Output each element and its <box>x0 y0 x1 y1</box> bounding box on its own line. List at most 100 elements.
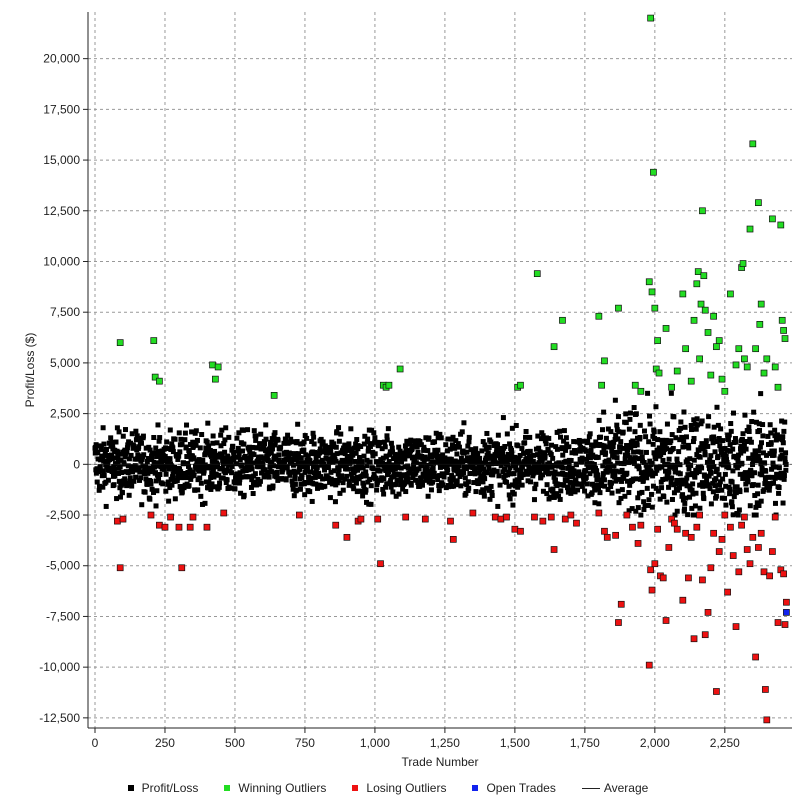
profit-loss-point <box>341 446 347 452</box>
profit-loss-point <box>241 492 247 498</box>
profit-loss-point <box>223 425 229 431</box>
profit-loss-point <box>388 478 394 484</box>
profit-loss-point <box>544 491 550 497</box>
profit-loss-point <box>385 426 391 432</box>
profit-loss-point <box>560 465 566 471</box>
profit-loss-point <box>423 474 429 480</box>
profit-loss-point <box>328 476 334 482</box>
profit-loss-point <box>262 441 268 447</box>
profit-loss-point <box>352 458 358 464</box>
winning-outlier-point <box>780 327 787 334</box>
winning-outlier-point <box>696 355 703 363</box>
profit-loss-point <box>735 455 741 461</box>
profit-loss-point <box>280 467 286 473</box>
profit-loss-point <box>667 464 673 470</box>
profit-loss-point <box>693 490 699 496</box>
profit-loss-point <box>389 445 395 451</box>
profit-loss-point <box>677 471 683 477</box>
profit-loss-point <box>210 433 216 439</box>
profit-loss-point <box>213 471 219 477</box>
profit-loss-point <box>382 444 388 450</box>
profit-loss-point <box>318 436 324 442</box>
profit-loss-point <box>611 463 617 469</box>
profit-loss-point <box>673 465 679 471</box>
profit-loss-point <box>359 459 365 465</box>
profit-loss-point <box>247 474 253 480</box>
profit-loss-point <box>333 458 339 464</box>
profit-loss-point <box>420 482 426 488</box>
profit-loss-point <box>182 437 188 443</box>
profit-loss-point <box>482 442 488 448</box>
profit-loss-point <box>770 460 776 466</box>
profit-loss-point <box>313 456 319 462</box>
profit-loss-point <box>371 430 377 436</box>
profit-loss-point <box>400 486 406 492</box>
losing-outlier-point <box>561 515 569 523</box>
profit-loss-point <box>124 449 130 455</box>
profit-loss-point <box>488 453 494 459</box>
profit-loss-point <box>281 440 287 446</box>
profit-loss-point <box>659 464 665 470</box>
profit-loss-point <box>184 422 190 428</box>
profit-loss-point <box>296 451 302 457</box>
profit-loss-point <box>479 448 485 454</box>
profit-loss-point <box>313 467 319 473</box>
profit-loss-point <box>495 503 501 509</box>
profit-loss-point <box>270 483 276 489</box>
profit-loss-point <box>384 437 390 443</box>
profit-loss-point <box>421 444 427 450</box>
profit-loss-point <box>643 434 649 440</box>
profit-loss-point <box>624 450 630 456</box>
profit-loss-point <box>630 438 636 444</box>
profit-loss-point <box>107 457 113 463</box>
profit-loss-point <box>714 404 720 410</box>
profit-loss-point <box>721 461 727 467</box>
profit-loss-point <box>720 476 726 482</box>
profit-loss-point <box>103 503 109 509</box>
profit-loss-point <box>217 480 223 486</box>
profit-loss-point <box>362 433 368 439</box>
profit-loss-point <box>678 425 684 431</box>
profit-loss-point <box>417 483 423 489</box>
profit-loss-point <box>730 446 736 452</box>
profit-loss-point <box>392 463 398 469</box>
profit-loss-point <box>605 462 611 468</box>
y-tick-label: -5,000 <box>46 559 80 573</box>
profit-loss-point <box>155 451 161 457</box>
profit-loss-point <box>313 459 319 465</box>
profit-loss-point <box>524 471 530 477</box>
profit-loss-point <box>274 469 280 475</box>
profit-loss-point <box>334 451 340 457</box>
profit-loss-point <box>669 475 675 481</box>
profit-loss-point <box>193 428 199 434</box>
profit-loss-point <box>500 459 506 465</box>
profit-loss-point <box>235 445 241 451</box>
profit-loss-point <box>727 491 733 497</box>
profit-loss-point <box>403 489 409 495</box>
profit-loss-point <box>532 486 538 492</box>
profit-loss-point <box>647 421 653 427</box>
profit-loss-point <box>767 422 773 428</box>
profit-loss-point <box>115 449 121 455</box>
profit-loss-point <box>390 449 396 455</box>
x-tick-label: 0 <box>92 736 99 750</box>
profit-loss-point <box>337 490 343 496</box>
losing-outlier-point <box>511 525 519 533</box>
profit-loss-point <box>765 433 771 439</box>
profit-loss-point <box>298 481 304 487</box>
profit-loss-point <box>306 480 312 486</box>
profit-loss-point <box>299 460 305 466</box>
profit-loss-point <box>137 469 143 475</box>
profit-loss-point <box>540 433 546 439</box>
profit-loss-point <box>294 456 300 462</box>
profit-loss-point <box>750 482 756 488</box>
profit-loss-point <box>542 450 548 456</box>
profit-loss-point <box>696 447 702 453</box>
winning-outlier-point <box>690 316 698 324</box>
profit-loss-point <box>617 444 623 450</box>
legend-swatch <box>224 785 231 791</box>
winning-outlier-point <box>654 337 661 344</box>
profit-loss-point <box>650 473 656 479</box>
profit-loss-point <box>374 479 380 485</box>
profit-loss-point <box>767 451 773 457</box>
